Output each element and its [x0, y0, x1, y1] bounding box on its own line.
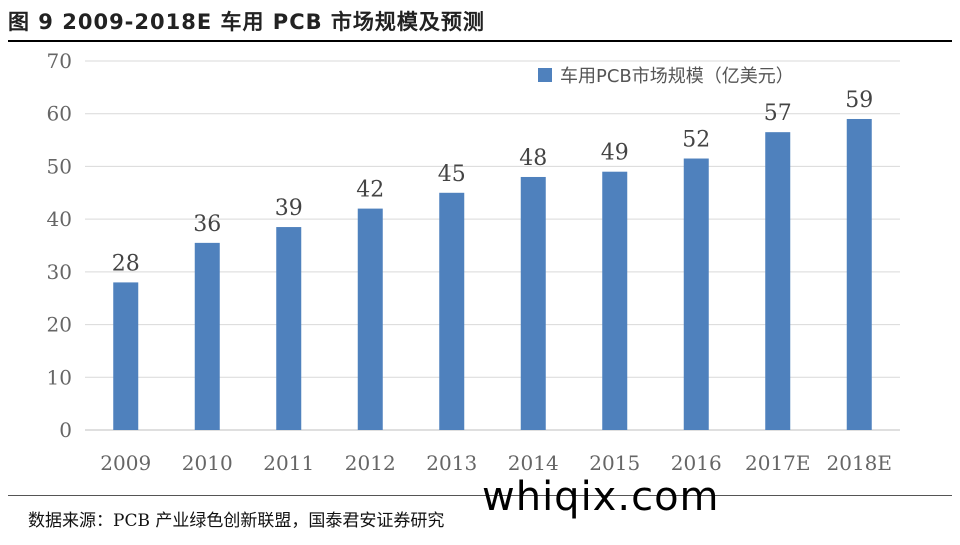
y-tick-label: 20: [47, 313, 72, 337]
bar: [765, 132, 791, 430]
data-label: 59: [845, 88, 873, 113]
y-tick-label: 60: [47, 102, 72, 126]
data-label: 42: [356, 178, 384, 203]
x-tick-label: 2011: [263, 451, 314, 475]
data-label: 52: [682, 128, 710, 153]
data-label: 45: [438, 162, 466, 187]
bar-chart: 0 10 20 30 40 50 60 70 28 36 39 42 45 48 49 52 57 59 200…: [47, 49, 900, 475]
y-tick-label: 40: [47, 207, 72, 231]
bar: [602, 171, 628, 430]
data-label: 49: [601, 141, 629, 166]
x-tick-label: 2010: [182, 451, 233, 475]
legend-swatch: [538, 68, 552, 82]
bar: [113, 282, 139, 430]
x-tick-label: 2009: [100, 451, 151, 475]
x-tick-label: 2012: [345, 451, 396, 475]
bar: [683, 158, 709, 430]
x-tick-label: 2017E: [745, 451, 811, 475]
y-axis-ticks: 0 10 20 30 40 50 60 70: [47, 49, 72, 442]
title-rule: [8, 40, 952, 42]
bar: [357, 208, 383, 430]
data-label: 57: [764, 101, 792, 126]
legend: 车用PCB市场规模（亿美元）: [538, 66, 794, 87]
data-labels: 28 36 39 42 45 48 49 52 57 59: [112, 88, 874, 276]
y-tick-label: 70: [47, 49, 72, 73]
legend-label: 车用PCB市场规模（亿美元）: [560, 66, 794, 87]
grid-lines: [85, 60, 900, 431]
source-rule: [8, 495, 952, 496]
data-label: 28: [112, 251, 140, 276]
data-label: 39: [275, 196, 303, 221]
x-axis-ticks: 2009 2010 2011 2012 2013 2014 2015 2016 2017E 201…: [100, 451, 892, 475]
bar: [276, 227, 302, 430]
x-tick-label: 2014: [508, 451, 559, 475]
data-label: 36: [193, 212, 221, 237]
x-tick-label: 2018E: [827, 451, 893, 475]
watermark: whiqix.com: [482, 474, 720, 520]
x-tick-label: 2013: [426, 451, 477, 475]
bar: [194, 242, 220, 430]
y-tick-label: 50: [47, 154, 72, 178]
source-note: 数据来源：PCB 产业绿色创新联盟，国泰君安证券研究: [28, 511, 445, 531]
y-tick-label: 10: [47, 365, 72, 389]
bar: [439, 192, 465, 430]
bar: [846, 118, 872, 430]
y-tick-label: 30: [47, 260, 72, 284]
bar: [520, 176, 546, 430]
y-tick-label: 0: [59, 418, 72, 442]
x-tick-label: 2015: [589, 451, 640, 475]
figure-title: 图 9 2009-2018E 车用 PCB 市场规模及预测: [8, 10, 485, 34]
data-label: 48: [519, 146, 547, 171]
bars: [113, 118, 872, 430]
x-tick-label: 2016: [671, 451, 722, 475]
